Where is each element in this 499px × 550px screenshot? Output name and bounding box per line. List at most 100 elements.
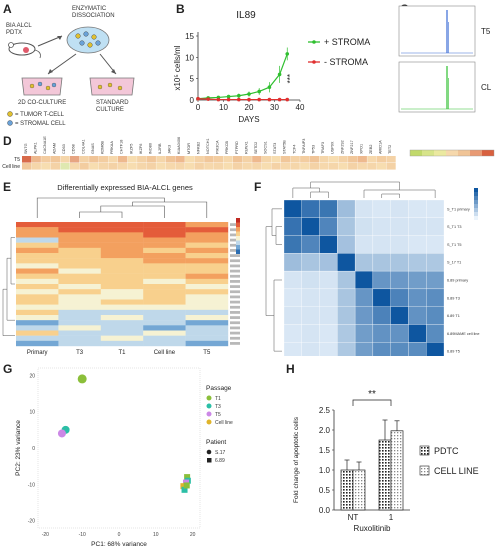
heatmap-cell: [185, 304, 229, 311]
y-tick-label: 1.5: [319, 446, 331, 455]
heatmap-cell: [252, 163, 262, 170]
heatmap-cell: [185, 253, 229, 259]
correlation-cell: [408, 306, 427, 325]
heatmap-cell: [58, 335, 101, 342]
gene-row-label-placeholder: [230, 326, 240, 330]
correlation-cell: [337, 253, 356, 272]
dissociation-label: ENZYMATIC DISSOCIATION: [72, 6, 115, 19]
heatmap-cell: [16, 278, 59, 285]
sequencing-tracks: T5 CL: [398, 5, 492, 113]
heatmap-cell: [117, 156, 128, 163]
legend-passage-label: T3: [215, 404, 221, 410]
gene-label: PTPRD: [235, 141, 239, 154]
x-tick-label: 20: [190, 532, 196, 538]
y-axis-label: x10⁵ cells/ml: [173, 45, 182, 90]
data-point: [206, 97, 210, 101]
column-label: T5: [203, 350, 211, 356]
series-line-0: [197, 53, 288, 100]
heatmap-cell: [137, 156, 147, 163]
correlation-cell: [301, 217, 320, 236]
heatmap-cell: [16, 284, 59, 290]
heatmap-cell: [185, 320, 229, 326]
correlation-cell: [390, 235, 409, 254]
heatmap-cell: [143, 330, 186, 336]
correlation-cell: [426, 306, 445, 325]
pca-point: [181, 486, 188, 493]
data-point: [216, 97, 221, 102]
row-label: S_T1 T3: [447, 225, 462, 229]
heatmap-cell: [100, 325, 144, 331]
data-point: [267, 97, 272, 102]
gene-label: STAT5B: [283, 140, 287, 154]
y-tick-label: 0: [190, 96, 195, 105]
dendro-top: [310, 191, 329, 198]
scale-frame: [409, 149, 495, 157]
x-tick-label: NT: [348, 513, 359, 522]
panel-f-letter: F: [254, 180, 262, 194]
data-point: [257, 97, 261, 102]
legend-label-1: - STROMA: [324, 57, 368, 67]
correlation-cell: [301, 235, 320, 254]
correlation-cell: [426, 324, 445, 343]
heatmap-cell: [357, 156, 367, 163]
correlation-cell: [426, 235, 445, 254]
legend-label-0: PDTC: [434, 446, 459, 456]
correlation-cell: [390, 270, 409, 290]
legend-title-passage: Passage: [206, 385, 232, 392]
heatmap-cell: [16, 320, 59, 326]
y-tick-label: -20: [28, 519, 35, 525]
panel-d-letter: D: [3, 134, 12, 148]
dendro-left: [275, 226, 282, 245]
correlation-cell: [426, 270, 445, 290]
gene-label: KIAA0406: [177, 137, 181, 154]
heatmap-cell: [58, 253, 101, 259]
data-point: [267, 85, 272, 89]
heatmap-cell: [98, 156, 109, 163]
heatmap-cell: [58, 258, 101, 264]
correlation-cell: [390, 324, 409, 343]
y-tick-label: 10: [29, 410, 35, 416]
heatmap-cell: [137, 163, 147, 170]
significance-label: **: [368, 389, 376, 400]
heatmap-cell: [100, 273, 144, 280]
legend-stromal-label: = STROMAL CELL: [15, 121, 66, 127]
mouse-tail: [34, 49, 41, 59]
x-tick-label: -10: [79, 532, 86, 538]
track-frame-1: [398, 61, 476, 113]
heatmap-cell: [252, 156, 262, 163]
y-axis-label: PC2: 23% variance: [15, 420, 22, 476]
heatmap-cell: [300, 163, 310, 170]
correlation-cell: [354, 253, 374, 272]
gene-row-label-placeholder: [230, 321, 240, 325]
heatmap-cell: [232, 163, 243, 170]
heatmap-cell: [319, 156, 329, 163]
y-tick-label: 0: [32, 446, 35, 452]
heatmap-cell: [261, 163, 272, 170]
gene-row-label-placeholder: [230, 290, 240, 294]
heatmap-cell: [79, 156, 89, 163]
heatmap-cell: [100, 232, 144, 238]
correlation-cell: [337, 235, 356, 254]
heatmap-cell: [367, 163, 377, 170]
dendro-top: [132, 201, 208, 218]
coculture-dish: [21, 77, 63, 96]
heatmap-cell: [100, 268, 144, 274]
correlation-cell: [372, 288, 391, 307]
legend-passage-marker: [206, 395, 212, 401]
row-label: T5: [14, 157, 20, 163]
gene-label: NOTCH1: [206, 138, 210, 154]
heatmap-cell: [223, 156, 233, 163]
gene-label: STAT3: [273, 143, 277, 154]
heatmap-cell: [185, 258, 229, 264]
heatmap-cell: [108, 156, 118, 163]
color-key-swatch: [474, 208, 478, 212]
heatmap-cell: [386, 156, 396, 163]
correlation-cell: [319, 217, 338, 236]
heatmap-cell: [100, 335, 144, 342]
heatmap-cell: [16, 232, 59, 238]
pdtx-label: BIA ALCL PDTX: [6, 23, 32, 36]
column-label: Primary: [27, 350, 48, 356]
heatmap-cell: [100, 299, 144, 305]
data-point: [247, 97, 251, 102]
heatmap-cell: [165, 156, 176, 163]
